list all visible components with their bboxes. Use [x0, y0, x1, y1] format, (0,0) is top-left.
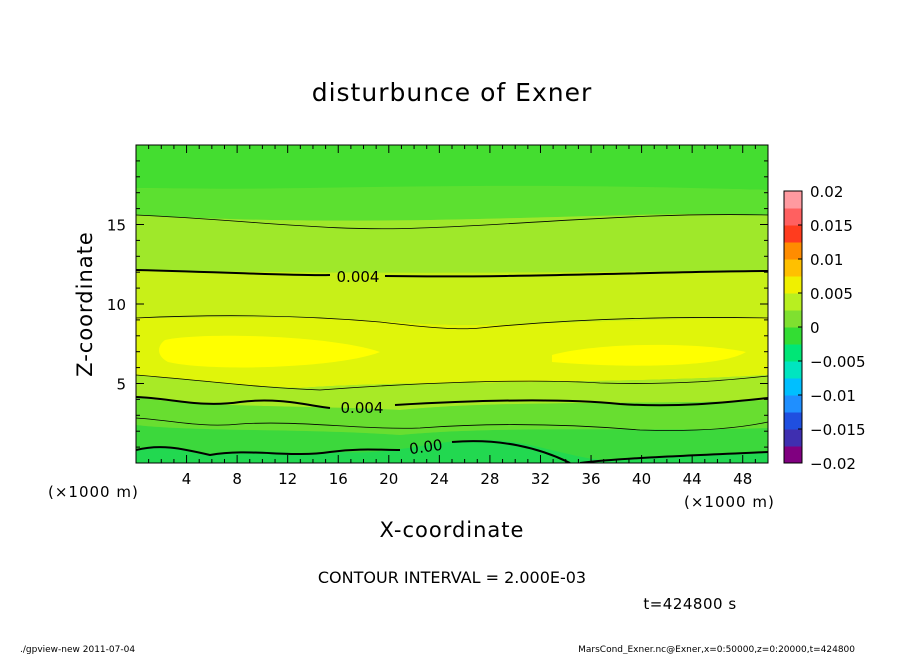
contour-line — [136, 374, 768, 391]
colorbar-label: 0 — [810, 319, 820, 337]
colorbar-label: 0.02 — [810, 183, 843, 201]
y-tick-label: 5 — [116, 376, 126, 394]
band-center — [136, 317, 768, 388]
chart-title: disturbunce of Exner — [312, 78, 593, 107]
band-max-right — [552, 344, 746, 366]
colorbar-segment — [784, 191, 802, 209]
x-tick-label: 8 — [232, 470, 242, 488]
colorbar-segment — [784, 429, 802, 447]
x-tick-label: 16 — [329, 470, 348, 488]
x-tick-label: 4 — [182, 470, 192, 488]
colorbar-segment — [784, 344, 802, 362]
y-axis-label: Z-coordinate — [73, 231, 97, 377]
x-tick-label: 32 — [531, 470, 550, 488]
colorbar-label: −0.01 — [810, 387, 856, 405]
colorbar: 0.02 0.015 0.01 0.005 0 −0.005 −0.01 −0.015 −0.0… — [783, 183, 866, 473]
x-tick-label: 28 — [480, 470, 499, 488]
contour-interval-text: CONTOUR INTERVAL = 2.000E-03 — [318, 568, 586, 587]
colorbar-label: −0.02 — [810, 455, 856, 473]
x-axis-label: X-coordinate — [380, 518, 525, 542]
x-tick-label: 44 — [683, 470, 702, 488]
band-lower — [136, 375, 768, 410]
y-tick-label: 10 — [107, 296, 126, 314]
colorbar-segment — [784, 446, 802, 464]
x-tick-label: 48 — [733, 470, 752, 488]
plot-area: 0.004 0.004 0.00 4 8 12 16 20 24 28 32 36 40 44 485… — [107, 144, 769, 488]
band-mid — [136, 270, 768, 325]
x-tick-label: 40 — [632, 470, 651, 488]
band-lower2 — [136, 397, 768, 435]
colorbar-segment — [784, 378, 802, 396]
x-tick-label: 36 — [581, 470, 600, 488]
x-unit-right: (×1000 m) — [684, 493, 775, 511]
x-tick-label: 20 — [379, 470, 398, 488]
colorbar-segment — [784, 276, 802, 294]
colorbar-segment — [784, 361, 802, 379]
colorbar-segment — [784, 310, 802, 328]
colorbar-label: −0.015 — [810, 421, 866, 439]
colorbar-segment — [784, 259, 802, 277]
colorbar-segment — [784, 327, 802, 345]
colorbar-segment — [784, 293, 802, 311]
contour-line — [136, 396, 768, 409]
y-tick-label: 15 — [107, 217, 126, 235]
colorbar-segment — [784, 395, 802, 413]
field-bands — [136, 145, 768, 463]
colorbar-label: 0.015 — [810, 217, 853, 235]
time-text: t=424800 s — [643, 595, 736, 613]
contour-label: 0.004 — [341, 399, 384, 417]
contour-line — [136, 214, 768, 230]
colorbar-label: 0.005 — [810, 285, 853, 303]
x-tick-label: 12 — [278, 470, 297, 488]
band-surface — [136, 439, 768, 463]
footer-right: MarsCond_Exner.nc@Exner,x=0:50000,z=0:20… — [578, 645, 855, 654]
colorbar-segment — [784, 225, 802, 243]
colorbar-label: −0.005 — [810, 353, 866, 371]
x-tick-label: 24 — [430, 470, 449, 488]
colorbar-segment — [784, 412, 802, 430]
colorbar-segment — [784, 242, 802, 260]
colorbar-label: 0.01 — [810, 251, 843, 269]
contour-label: 0.004 — [337, 268, 380, 286]
contour-line — [136, 269, 768, 278]
colorbar-segment — [784, 208, 802, 226]
contour-line — [136, 315, 768, 330]
footer-left: ./gpview-new 2011-07-04 — [20, 645, 135, 654]
band-mid-upper — [136, 214, 768, 273]
band-max-left — [159, 335, 380, 368]
contour-line — [136, 440, 768, 463]
x-unit-left: (×1000 m) — [48, 483, 139, 501]
contour-label: 0.00 — [408, 436, 444, 458]
contour-line — [136, 417, 768, 431]
band-upper — [136, 185, 768, 221]
band-top — [136, 145, 768, 190]
